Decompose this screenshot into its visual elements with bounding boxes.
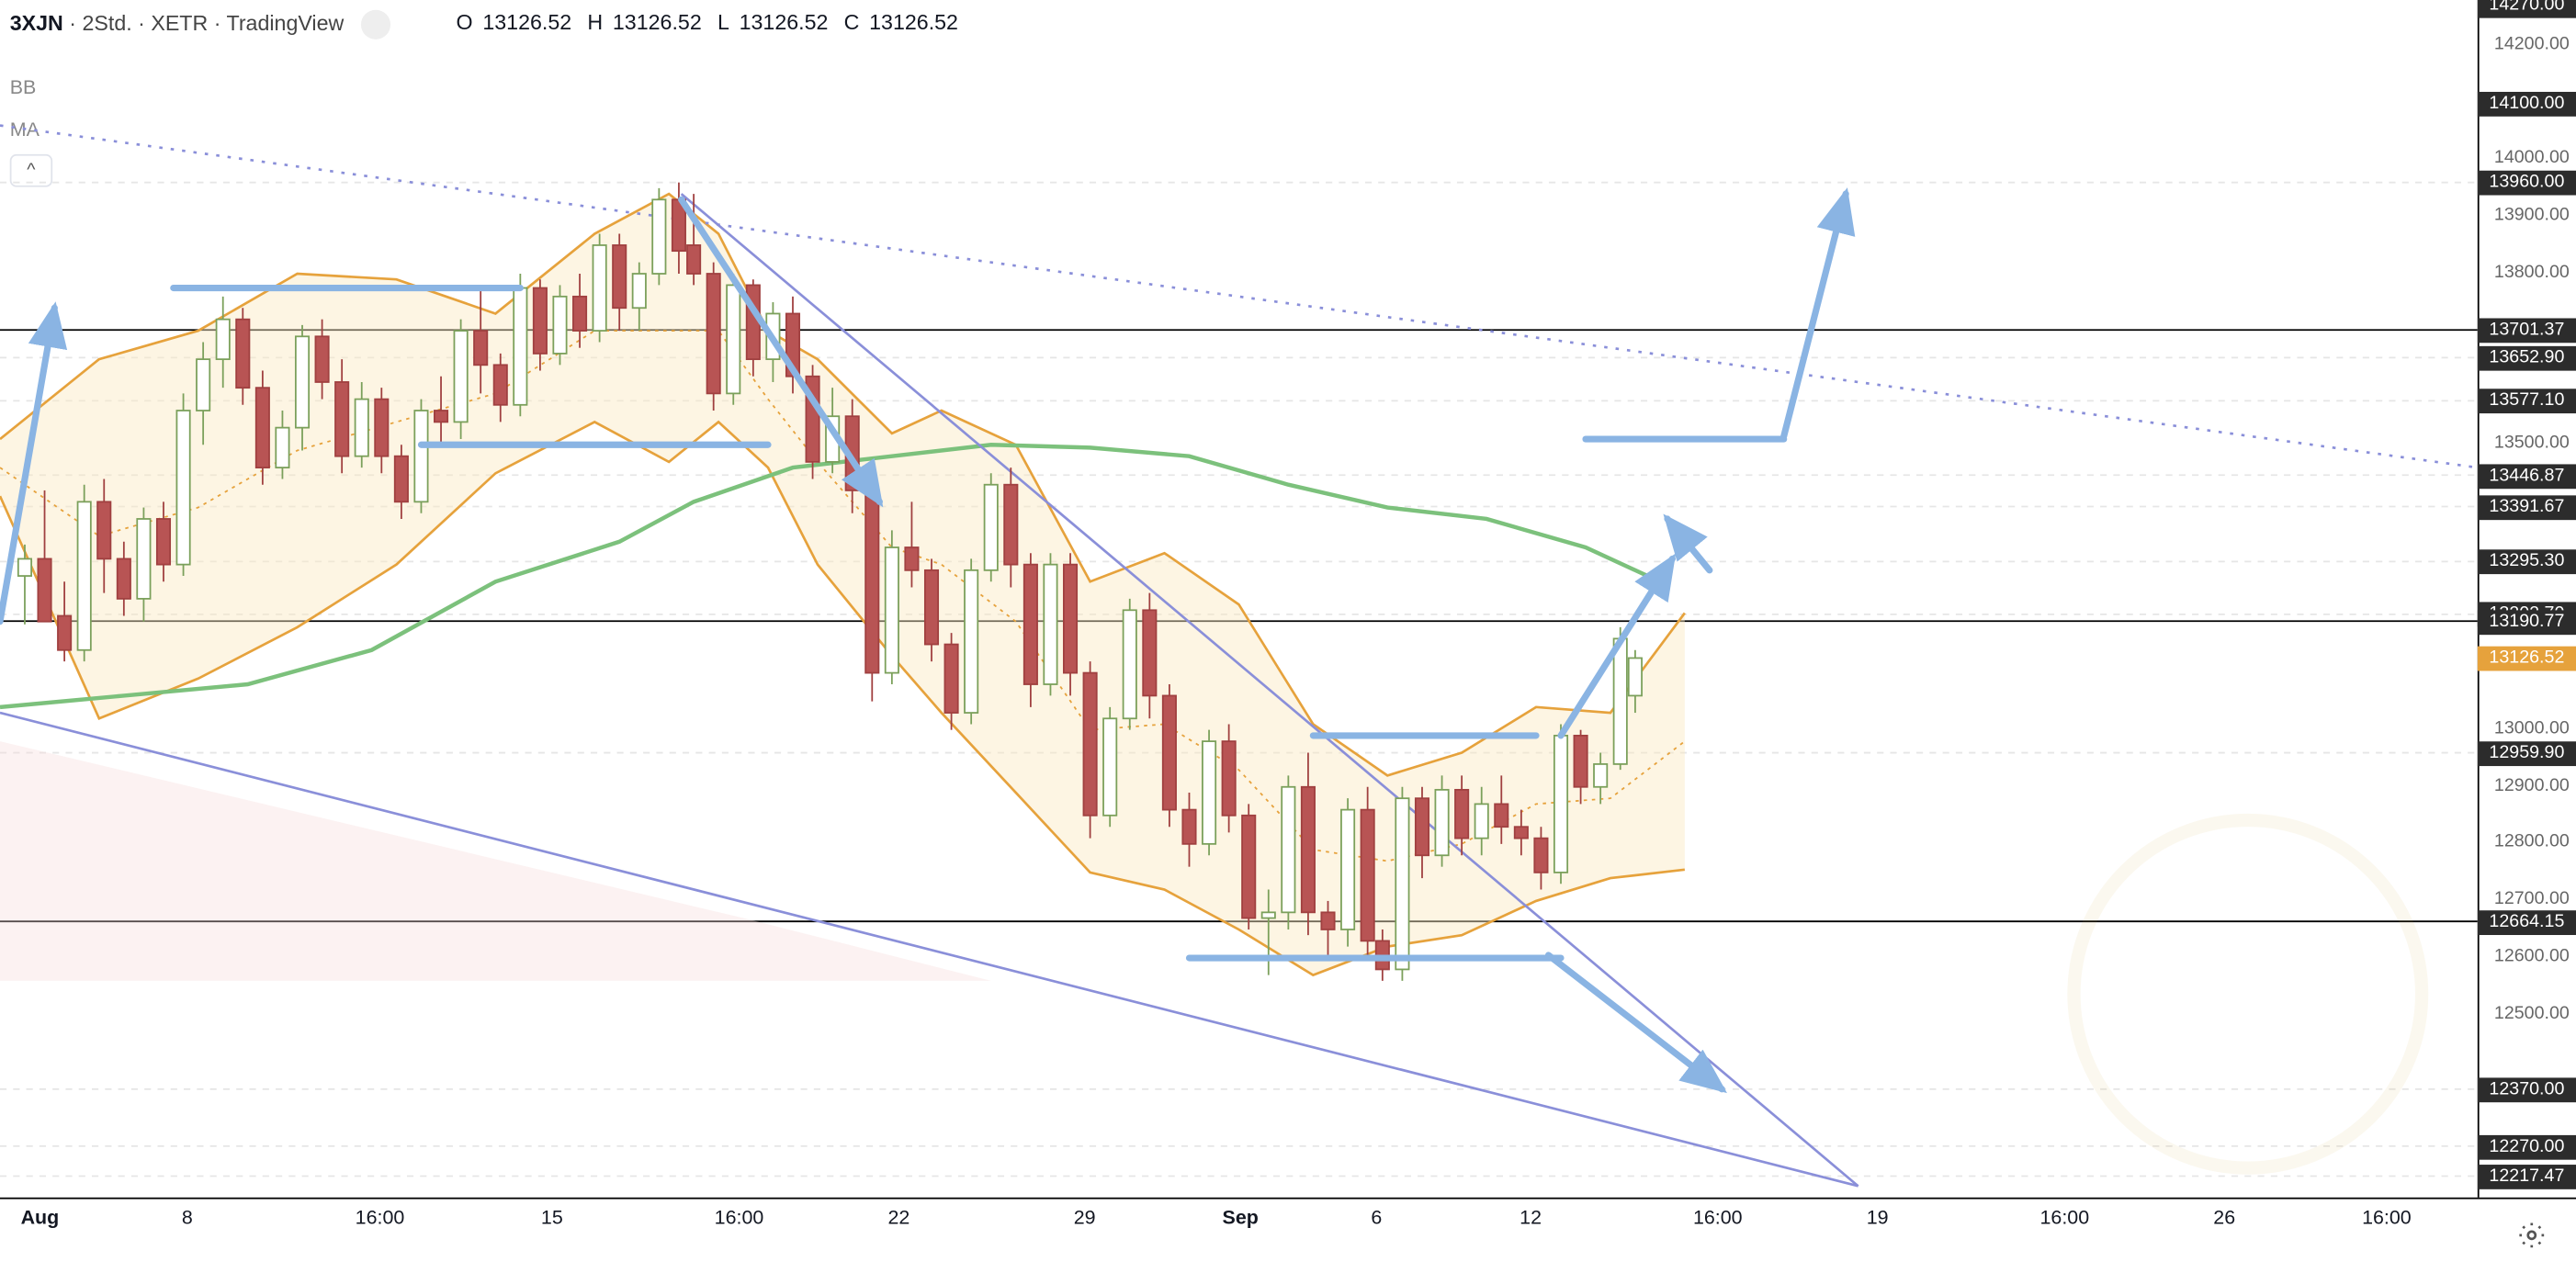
price-tag: 13577.10	[2478, 389, 2576, 414]
time-tick: 8	[182, 1206, 193, 1229]
time-tick: 6	[1371, 1206, 1382, 1229]
price-tag: 13446.87	[2478, 464, 2576, 489]
price-tag: 13701.37	[2478, 319, 2576, 344]
price-tick: 12700.00	[2494, 889, 2570, 908]
price-tag: 12959.90	[2478, 741, 2576, 766]
price-tag: 14100.00	[2478, 91, 2576, 116]
time-tick: 29	[1074, 1206, 1096, 1229]
price-tag: 13960.00	[2478, 171, 2576, 196]
time-tick: 16:00	[356, 1206, 405, 1229]
price-tag: 12217.47	[2478, 1165, 2576, 1189]
price-tag: 13295.30	[2478, 550, 2576, 575]
price-tag: 14270.00	[2478, 0, 2576, 19]
time-tick: 16:00	[1693, 1206, 1743, 1229]
price-tick: 13900.00	[2494, 205, 2570, 224]
time-tick: 16:00	[715, 1206, 764, 1229]
price-tick: 14000.00	[2494, 148, 2570, 167]
price-tick: 14200.00	[2494, 34, 2570, 53]
watermark-icon	[2067, 814, 2428, 1175]
time-tick: 12	[1520, 1206, 1542, 1229]
price-tick: 13800.00	[2494, 262, 2570, 281]
time-tick: 22	[887, 1206, 910, 1229]
time-tick: 16:00	[2362, 1206, 2412, 1229]
price-tag: 12664.15	[2478, 910, 2576, 935]
price-tag: 12270.00	[2478, 1134, 2576, 1159]
price-tag: 13652.90	[2478, 346, 2576, 371]
time-tick: Aug	[21, 1206, 60, 1229]
time-tick: 26	[2213, 1206, 2235, 1229]
price-tag-current: 13126.52	[2478, 647, 2576, 671]
price-tick: 12900.00	[2494, 775, 2570, 794]
time-tick: 15	[541, 1206, 563, 1229]
price-axis[interactable]: 14200.00 14000.00 13900.00 13800.00 13500.00…	[2478, 0, 2576, 1198]
time-tick: 16:00	[2040, 1206, 2090, 1229]
price-tag: 12370.00	[2478, 1077, 2576, 1102]
time-tick: Sep	[1223, 1206, 1259, 1229]
time-tick: 19	[1867, 1206, 1889, 1229]
gear-icon[interactable]	[2517, 1221, 2547, 1250]
price-tick: 12600.00	[2494, 947, 2570, 966]
price-tag: 13391.67	[2478, 495, 2576, 520]
price-tag: 13190.77	[2478, 610, 2576, 635]
price-tick: 12800.00	[2494, 832, 2570, 851]
price-tick: 13500.00	[2494, 434, 2570, 453]
price-tick: 13000.00	[2494, 718, 2570, 738]
price-tick: 12500.00	[2494, 1004, 2570, 1023]
time-axis[interactable]: Aug 8 16:00 15 16:00 22 29 Sep 6 12 16:00 19 16:00 26…	[0, 1198, 2576, 1273]
